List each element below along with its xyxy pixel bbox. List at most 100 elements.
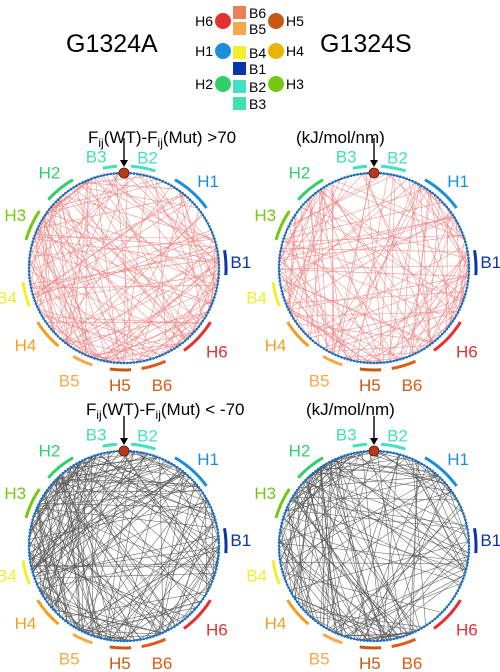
contact-line <box>158 270 220 357</box>
contact-line <box>49 178 158 209</box>
residue-dot <box>352 173 356 177</box>
residue-dot <box>132 361 136 364</box>
legend-helix-h1-swatch <box>215 43 231 59</box>
contact-line <box>282 234 464 243</box>
residue-dot <box>205 592 208 595</box>
residue-dot <box>460 580 464 583</box>
residue-dot <box>205 497 208 500</box>
residue-dot <box>30 567 34 571</box>
residue-dot <box>38 589 42 592</box>
residue-dot <box>359 360 363 364</box>
panel-top-right: B3 B2 H1 B1 H6 B6 H5 B5 H4 B4 H3 H2 <box>246 138 500 395</box>
segment-h5-label: H5 <box>109 376 131 395</box>
residue-dot <box>292 494 295 498</box>
residue-dot <box>293 213 297 217</box>
residue-dot <box>366 639 369 643</box>
residue-dot <box>465 524 469 528</box>
residue-dot <box>52 481 55 484</box>
caption-bottom-sub1: ij <box>96 408 101 422</box>
contact-line <box>147 295 216 361</box>
segment-h4-arc <box>286 599 310 626</box>
legend-strand-b5-label: B5 <box>249 21 266 37</box>
residue-dot <box>392 451 396 455</box>
contact-line <box>332 460 446 484</box>
segment-b6-arc <box>391 359 417 370</box>
residue-dot <box>322 464 326 467</box>
residue-dot <box>463 237 466 240</box>
contact-line <box>137 173 217 246</box>
structure-segments: B3 B2 H1 B1 H6 B6 H5 B5 H4 B4 H3 H2 <box>0 147 251 395</box>
contact-line <box>292 496 399 638</box>
residue-dot <box>49 205 53 209</box>
residue-dot <box>31 240 34 244</box>
residue-dot <box>279 283 282 286</box>
contact-line <box>42 217 99 360</box>
residue-dot <box>37 503 40 506</box>
residue-dot <box>451 213 455 217</box>
residue-dot <box>27 544 31 548</box>
residue-dot <box>212 234 215 237</box>
residue-dot <box>295 210 299 214</box>
residue-dot <box>280 521 284 525</box>
contact-line <box>282 451 366 521</box>
residue-dot <box>277 260 281 263</box>
residue-dot <box>30 243 34 247</box>
residue-dot <box>158 178 161 182</box>
residue-dot <box>385 450 389 454</box>
segment-h4-arc <box>36 599 60 626</box>
residue-dot <box>309 615 312 618</box>
residue-dot <box>175 187 179 191</box>
residue-dot <box>29 564 33 568</box>
residue-dot <box>462 577 465 580</box>
residue-dot <box>284 580 288 583</box>
residue-dot <box>129 171 132 175</box>
contact-line <box>136 611 193 641</box>
residue-dot <box>59 615 62 618</box>
residue-dot <box>449 600 453 604</box>
contact-line <box>278 539 359 640</box>
segment-b2-arc <box>130 442 156 451</box>
contact-line <box>334 508 462 633</box>
residue-dot <box>102 451 106 455</box>
residue-dot <box>84 353 87 357</box>
residue-dot <box>431 191 434 195</box>
mutation-site-marker <box>118 445 130 457</box>
residue-dot <box>64 341 67 345</box>
segment-h3-arc <box>24 210 41 241</box>
residue-dot <box>425 465 429 469</box>
contact-line <box>361 173 443 335</box>
residue-dot <box>467 260 471 263</box>
residue-dot <box>325 462 328 466</box>
segment-b1-arc <box>223 528 228 554</box>
contact-line <box>408 179 432 345</box>
residue-dot <box>214 567 218 571</box>
residue-dot <box>213 296 216 299</box>
residue-dot <box>116 449 119 453</box>
residue-dot <box>328 182 331 186</box>
contact-line <box>60 196 87 356</box>
residue-dot <box>195 483 199 487</box>
contact-line <box>53 482 211 586</box>
segment-b3-arc <box>352 442 368 448</box>
segment-h2-label: H2 <box>39 442 61 461</box>
residue-dot <box>178 189 182 193</box>
residue-dot <box>297 603 301 606</box>
residue-dot <box>126 639 129 643</box>
residue-dot <box>451 597 455 601</box>
segment-b6-label: B6 <box>152 654 173 672</box>
residue-dot <box>395 636 399 640</box>
residue-dot <box>277 551 281 554</box>
contact-line <box>55 479 67 622</box>
contact-line <box>32 450 130 572</box>
residue-dot <box>316 343 320 347</box>
segment-h5-label: H5 <box>359 376 381 395</box>
residue-dot <box>436 474 439 477</box>
contact-line <box>279 214 454 275</box>
residue-dot <box>161 179 164 183</box>
residue-dot <box>152 357 155 360</box>
residue-dot <box>40 592 43 595</box>
residue-dot <box>99 174 103 178</box>
segment-h5-label: H5 <box>109 654 131 672</box>
residue-dot <box>217 534 220 538</box>
residue-dot <box>411 353 414 357</box>
